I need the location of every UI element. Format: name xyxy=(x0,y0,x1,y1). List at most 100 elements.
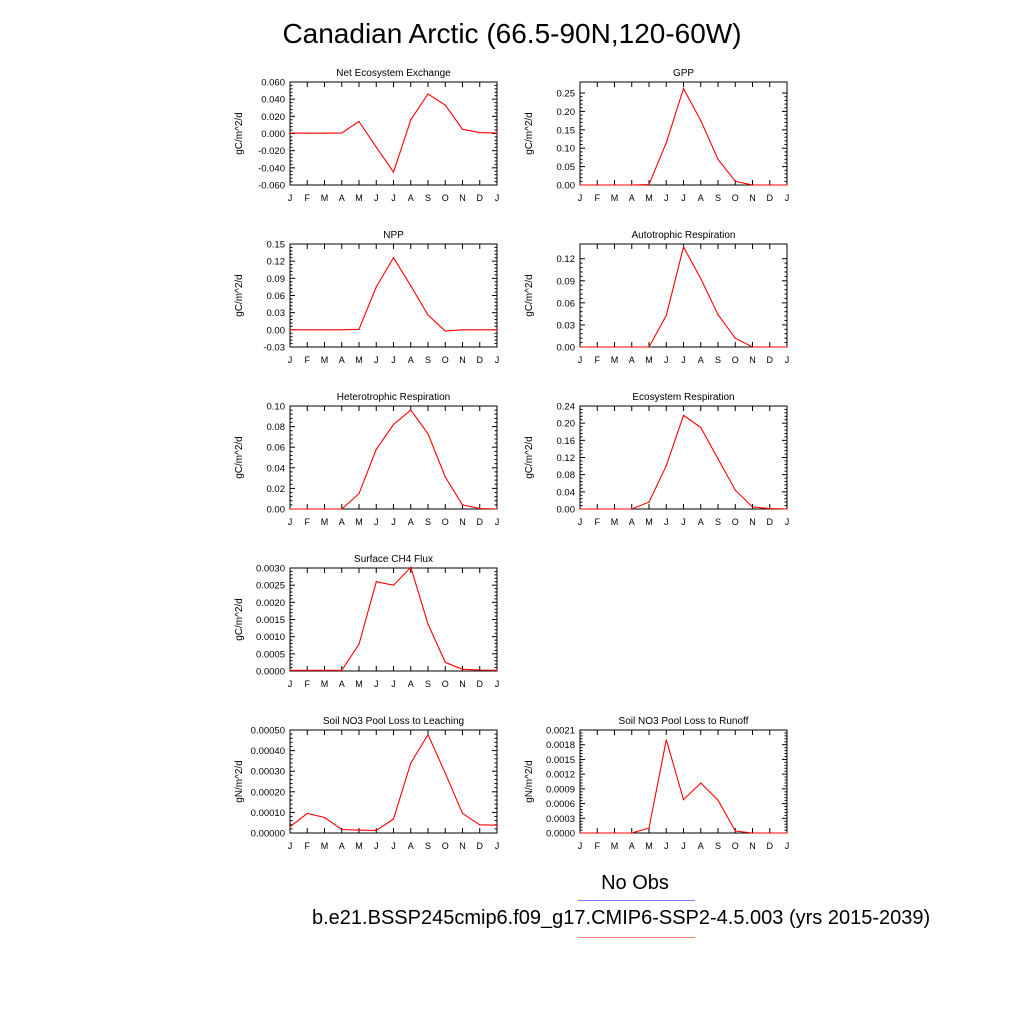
panel-title: Net Ecosystem Exchange xyxy=(336,68,451,79)
x-tick-label: M xyxy=(645,193,653,203)
x-tick-label: M xyxy=(611,355,619,365)
data-point xyxy=(341,669,343,671)
x-tick-label: J xyxy=(681,517,686,527)
panel-title: Ecosystem Respiration xyxy=(632,392,734,403)
plot-frame xyxy=(289,567,498,672)
data-point xyxy=(579,346,581,348)
data-point xyxy=(358,643,360,645)
x-tick-label: A xyxy=(408,193,414,203)
data-point xyxy=(444,772,446,774)
x-tick-label: M xyxy=(611,193,619,203)
x-tick-label: A xyxy=(629,355,635,365)
x-tick-label: O xyxy=(732,193,739,203)
x-tick-label: J xyxy=(681,841,686,851)
x-tick-label: D xyxy=(767,193,774,203)
legend-obs-line xyxy=(578,900,695,901)
x-tick-label: J xyxy=(664,841,669,851)
plot-frame xyxy=(289,243,498,348)
x-tick-label: J xyxy=(578,841,583,851)
y-tick-label: 0.0006 xyxy=(546,799,575,810)
data-point xyxy=(700,120,702,122)
data-point xyxy=(461,329,464,331)
data-point xyxy=(289,132,291,134)
x-tick-label: A xyxy=(408,517,414,527)
x-tick-label: O xyxy=(442,841,449,851)
y-axis-label: gC/m^2/d xyxy=(234,598,245,641)
data-point xyxy=(306,669,308,671)
data-point xyxy=(717,158,719,160)
y-tick-label: 0.000 xyxy=(261,129,285,140)
y-tick-label: 0.12 xyxy=(557,254,576,265)
data-point xyxy=(734,337,736,339)
data-point xyxy=(323,508,326,510)
series-line xyxy=(290,566,498,671)
data-point xyxy=(358,328,360,330)
x-tick-label: M xyxy=(611,841,619,851)
data-point xyxy=(392,818,395,820)
y-tick-label: 0.25 xyxy=(557,89,576,100)
x-tick-label: J xyxy=(495,355,500,365)
x-tick-label: A xyxy=(339,841,345,851)
y-tick-label: 0.00 xyxy=(557,505,576,516)
data-point xyxy=(306,508,308,510)
data-point xyxy=(786,508,788,510)
y-tick-label: 0.03 xyxy=(267,308,286,319)
x-tick-label: D xyxy=(767,841,774,851)
x-tick-label: S xyxy=(425,193,431,203)
y-tick-label: 0.04 xyxy=(557,487,576,498)
y-tick-label: 0.15 xyxy=(557,125,576,136)
y-tick-label: 0.04 xyxy=(267,463,286,474)
panel-title: Soil NO3 Pool Loss to Leaching xyxy=(323,716,464,727)
x-tick-label: J xyxy=(391,193,396,203)
x-tick-label: F xyxy=(305,679,311,689)
y-tick-label: 0.06 xyxy=(267,291,286,302)
data-point xyxy=(648,346,650,348)
x-tick-label: D xyxy=(477,679,484,689)
x-tick-label: J xyxy=(664,193,669,203)
x-tick-label: A xyxy=(408,355,414,365)
data-point xyxy=(769,507,771,510)
data-point xyxy=(700,277,702,280)
y-tick-label: 0.00020 xyxy=(251,787,285,798)
data-point xyxy=(613,184,616,186)
data-point xyxy=(410,762,412,764)
data-point xyxy=(444,330,446,332)
panel-title: GPP xyxy=(673,68,694,79)
data-point xyxy=(479,132,481,134)
y-tick-label: 0.0018 xyxy=(546,740,575,751)
x-tick-label: O xyxy=(442,517,449,527)
data-point xyxy=(410,566,412,568)
x-tick-label: J xyxy=(374,355,379,365)
x-tick-label: J xyxy=(391,679,396,689)
x-tick-label: A xyxy=(698,517,704,527)
series-line xyxy=(580,87,787,186)
x-tick-label: J xyxy=(288,841,293,851)
x-tick-label: M xyxy=(355,517,363,527)
data-point xyxy=(289,508,291,510)
x-tick-label: N xyxy=(459,841,466,851)
x-tick-label: J xyxy=(288,517,293,527)
data-point xyxy=(786,346,788,348)
data-point xyxy=(751,506,754,508)
data-point xyxy=(751,346,754,348)
data-point xyxy=(479,507,481,510)
y-tick-label: 0.020 xyxy=(261,112,285,123)
data-point xyxy=(579,184,581,186)
data-point xyxy=(289,669,291,671)
x-tick-label: M xyxy=(355,355,363,365)
x-tick-label: J xyxy=(785,193,790,203)
x-tick-label: F xyxy=(595,517,601,527)
y-tick-label: 0.0025 xyxy=(256,581,285,592)
series-line xyxy=(580,739,787,834)
data-point xyxy=(341,329,343,331)
data-point xyxy=(751,184,754,186)
y-tick-label: 0.00 xyxy=(267,325,286,336)
data-point xyxy=(444,661,446,664)
data-point xyxy=(461,128,464,130)
x-tick-label: D xyxy=(477,517,484,527)
data-point xyxy=(375,829,377,832)
data-point xyxy=(496,669,498,671)
